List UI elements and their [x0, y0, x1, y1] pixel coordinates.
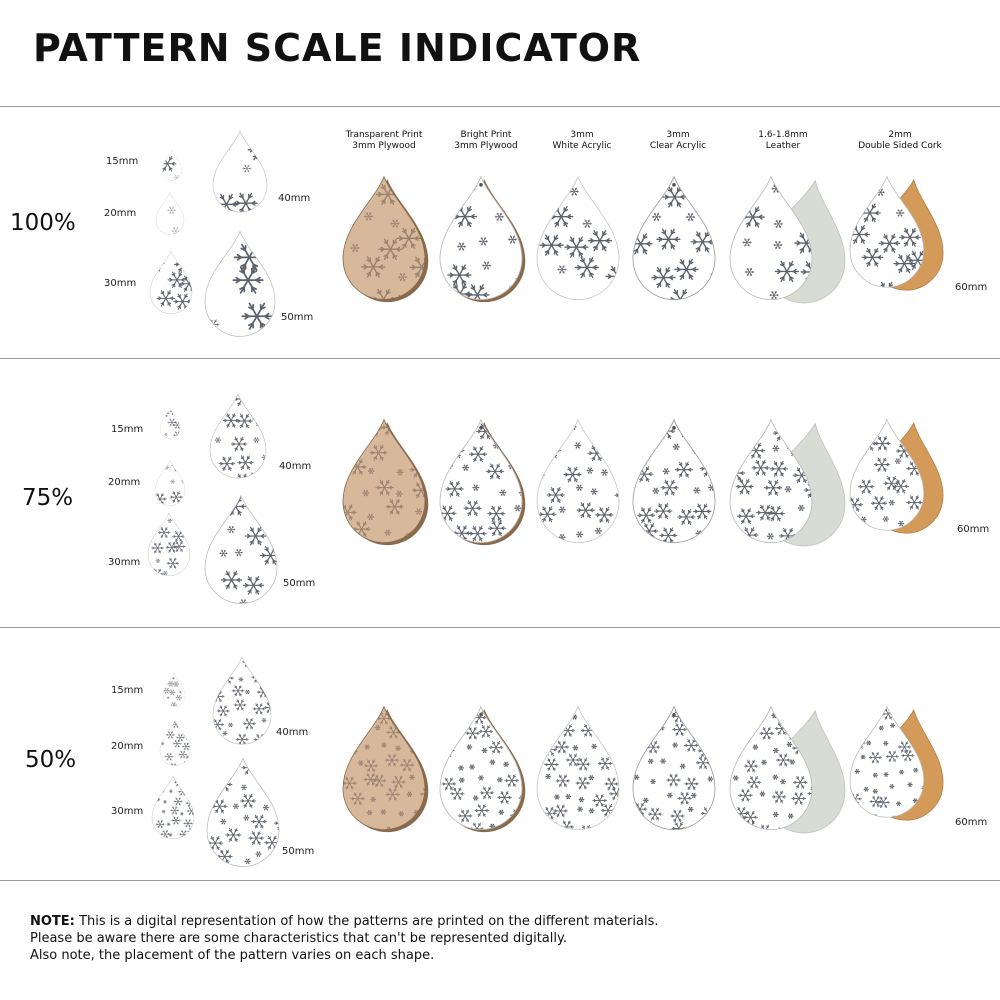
- material-header-clear-acrylic: 3mm Clear Acrylic: [649, 130, 707, 151]
- note-label: NOTE:: [30, 914, 75, 929]
- drop-cork: [849, 175, 944, 291]
- swatch-40mm: [209, 393, 267, 479]
- scale-label-100: 100%: [10, 210, 76, 236]
- material-header-cork: 2mm Double Sided Cork: [858, 130, 942, 151]
- material-header-leather: 1.6-1.8mm Leather: [758, 130, 808, 151]
- drop-cork: [849, 705, 944, 821]
- drop-clear-acrylic: [632, 418, 716, 543]
- size-label-15mm: 15mm: [106, 156, 139, 167]
- drop-white-acrylic: [536, 418, 620, 543]
- scale-label-50: 50%: [25, 747, 77, 773]
- size-label-40mm: 40mm: [278, 193, 311, 204]
- swatch-30mm: [147, 512, 191, 577]
- swatch-15mm: [161, 150, 183, 181]
- scale-label-75: 75%: [22, 485, 74, 511]
- swatch-20mm: [154, 460, 186, 506]
- size-label-30mm: 30mm: [111, 806, 144, 817]
- material-header-bright-plywood: Bright Print 3mm Plywood: [454, 130, 518, 151]
- note-line-1: This is a digital representation of how …: [79, 914, 659, 929]
- divider-top: [0, 106, 1000, 107]
- swatch-50mm: [204, 494, 278, 604]
- swatch-50mm: [206, 757, 280, 867]
- size-label-60mm: 60mm: [955, 817, 988, 828]
- drop-plywood-bright: [439, 705, 526, 833]
- drop-clear-acrylic: [632, 175, 716, 300]
- drop-plywood-transparent: [342, 705, 429, 833]
- size-label-20mm: 20mm: [111, 741, 144, 752]
- divider-bottom: [0, 880, 1000, 881]
- note-line-2: Please be aware there are some character…: [30, 931, 567, 946]
- swatch-50mm: [204, 230, 276, 337]
- drop-white-acrylic: [536, 175, 620, 300]
- size-label-40mm: 40mm: [276, 727, 309, 738]
- size-label-60mm: 60mm: [955, 282, 988, 293]
- size-label-60mm: 60mm: [957, 524, 990, 535]
- size-label-15mm: 15mm: [111, 685, 144, 696]
- size-label-40mm: 40mm: [279, 461, 312, 472]
- divider-row2: [0, 627, 1000, 628]
- drop-white-acrylic: [536, 705, 620, 830]
- drop-clear-acrylic: [632, 705, 716, 830]
- divider-row1: [0, 358, 1000, 359]
- size-label-30mm: 30mm: [104, 278, 137, 289]
- swatch-15mm: [162, 673, 186, 707]
- material-header-transparent-plywood: Transparent Print 3mm Plywood: [345, 130, 423, 151]
- drop-leather: [729, 418, 846, 547]
- drop-leather: [729, 705, 846, 834]
- swatch-40mm: [212, 656, 272, 745]
- swatch-40mm: [212, 130, 268, 213]
- size-label-30mm: 30mm: [108, 557, 141, 568]
- size-label-15mm: 15mm: [111, 424, 144, 435]
- size-label-20mm: 20mm: [108, 477, 141, 488]
- size-label-50mm: 50mm: [282, 846, 315, 857]
- footer-note: NOTE: This is a digital representation o…: [30, 913, 659, 964]
- swatch-30mm: [151, 775, 195, 840]
- swatch-20mm: [159, 720, 191, 766]
- drop-plywood-bright: [439, 175, 526, 303]
- drop-leather: [729, 175, 846, 304]
- drop-plywood-bright: [439, 418, 526, 546]
- note-line-3: Also note, the placement of the pattern …: [30, 948, 435, 963]
- swatch-20mm: [155, 192, 185, 235]
- drop-plywood-transparent: [342, 175, 429, 303]
- swatch-30mm: [149, 250, 193, 315]
- drop-cork: [849, 418, 944, 534]
- page-title: PATTERN SCALE INDICATOR: [33, 26, 642, 70]
- size-label-50mm: 50mm: [281, 312, 314, 323]
- size-label-50mm: 50mm: [283, 578, 316, 589]
- size-label-20mm: 20mm: [104, 208, 137, 219]
- swatch-15mm: [159, 408, 181, 439]
- material-header-white-acrylic: 3mm White Acrylic: [552, 130, 612, 151]
- drop-plywood-transparent: [342, 418, 429, 546]
